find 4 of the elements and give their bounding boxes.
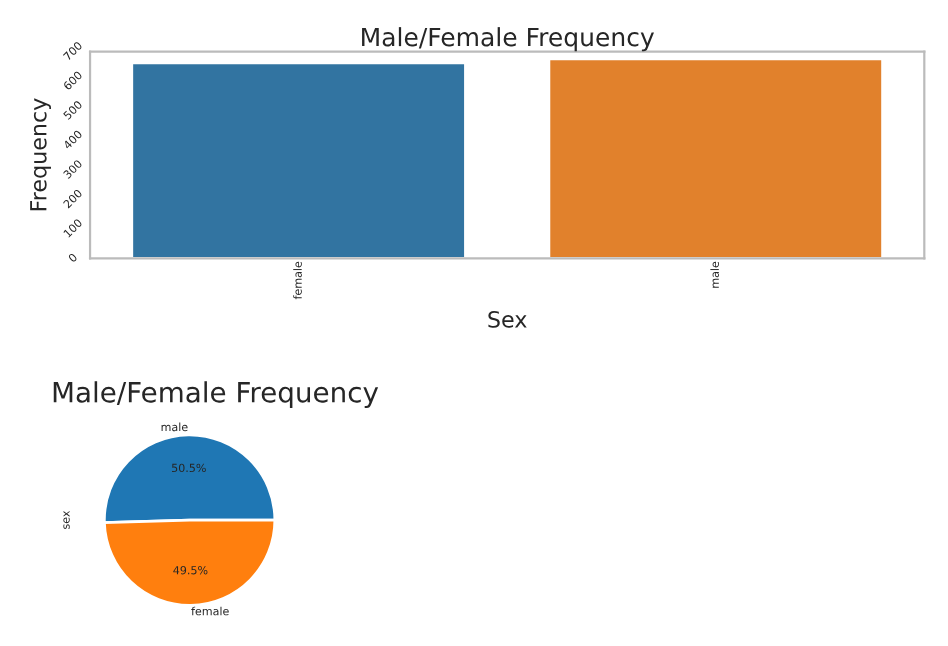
x-axis-title: Sex — [488, 310, 527, 328]
y-axis-title: Frequency — [30, 98, 51, 211]
chart-title: Male/Female Frequency — [53, 381, 379, 409]
chart-title: Male/Female Frequency — [362, 27, 654, 52]
